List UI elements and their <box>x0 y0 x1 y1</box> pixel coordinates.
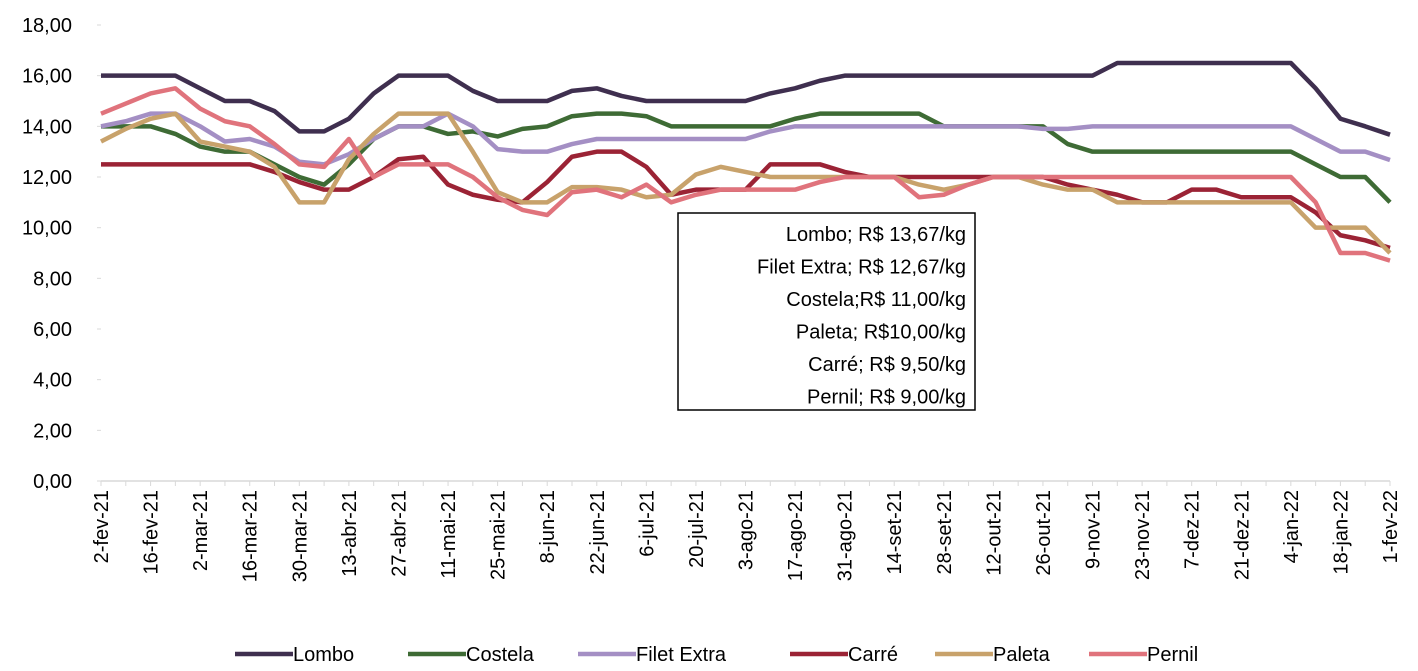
x-tick-label: 7-dez-21 <box>1182 490 1204 569</box>
legend-label: Carré <box>848 644 898 666</box>
legend-label: Filet Extra <box>636 644 727 666</box>
legend-label: Lombo <box>293 644 354 666</box>
x-tick-label: 2-mar-21 <box>190 490 212 571</box>
annotation: Lombo; R$ 13,67/kg <box>786 224 966 246</box>
x-tick-label: 13-abr-21 <box>339 490 361 577</box>
legend-label: Costela <box>466 644 535 666</box>
x-tick-label: 22-jun-21 <box>587 490 609 575</box>
x-tick-label: 3-ago-21 <box>736 490 758 570</box>
x-tick-label: 2-fev-21 <box>91 490 113 563</box>
y-tick-label: 12,00 <box>22 167 72 189</box>
x-tick-label: 1-fev-22 <box>1380 490 1402 563</box>
y-tick-label: 6,00 <box>33 319 72 341</box>
x-tick-label: 30-mar-21 <box>289 490 311 582</box>
x-tick-label: 4-jan-22 <box>1281 490 1303 563</box>
line-series <box>100 86 1391 263</box>
line-series <box>100 111 1391 167</box>
annotation: Paleta; R$10,00/kg <box>796 322 966 344</box>
x-tick-label: 26-out-21 <box>1033 490 1055 576</box>
x-tick-label: 23-nov-21 <box>1132 490 1154 580</box>
x-tick-label: 28-set-21 <box>934 490 956 575</box>
annotation: Costela;R$ 11,00/kg <box>786 289 966 311</box>
y-tick-label: 0,00 <box>33 471 72 493</box>
annotation-box <box>677 212 976 411</box>
x-tick-label: 18-jan-22 <box>1330 490 1352 575</box>
x-tick-label: 6-jul-21 <box>636 490 658 557</box>
x-tick-label: 14-set-21 <box>884 490 906 575</box>
y-tick-label: 16,00 <box>22 66 72 88</box>
line-series <box>99 111 1392 255</box>
annotation: Carré; R$ 9,50/kg <box>808 354 966 376</box>
x-tick-label: 31-ago-21 <box>835 490 857 581</box>
x-tick-label: 27-abr-21 <box>388 490 410 577</box>
y-tick-label: 8,00 <box>33 268 72 290</box>
x-tick-label: 16-mar-21 <box>240 490 262 582</box>
x-tick-label: 11-mai-21 <box>438 490 460 579</box>
legend-label: Paleta <box>993 644 1051 666</box>
x-tick-label: 12-out-21 <box>983 490 1005 576</box>
y-tick-label: 4,00 <box>33 370 72 392</box>
x-tick-label: 17-ago-21 <box>785 490 807 581</box>
line-series <box>101 111 1392 204</box>
x-tick-label: 16-fev-21 <box>141 490 163 575</box>
annotation: Pernil; R$ 9,00/kg <box>807 387 966 409</box>
y-tick-label: 18,00 <box>22 15 72 37</box>
x-tick-label: 8-jun-21 <box>537 490 559 563</box>
x-tick-label: 21-dez-21 <box>1231 490 1253 580</box>
annotation: Filet Extra; R$ 12,67/kg <box>757 257 966 279</box>
x-tick-label: 9-nov-21 <box>1083 490 1105 569</box>
y-tick-label: 10,00 <box>22 218 72 240</box>
x-tick-label: 25-mai-21 <box>488 490 510 580</box>
y-tick-label: 14,00 <box>22 116 72 138</box>
legend-label: Pernil <box>1147 644 1198 666</box>
line-series <box>101 60 1391 137</box>
x-tick-label: 20-jul-21 <box>686 490 708 568</box>
y-tick-label: 2,00 <box>33 420 72 442</box>
